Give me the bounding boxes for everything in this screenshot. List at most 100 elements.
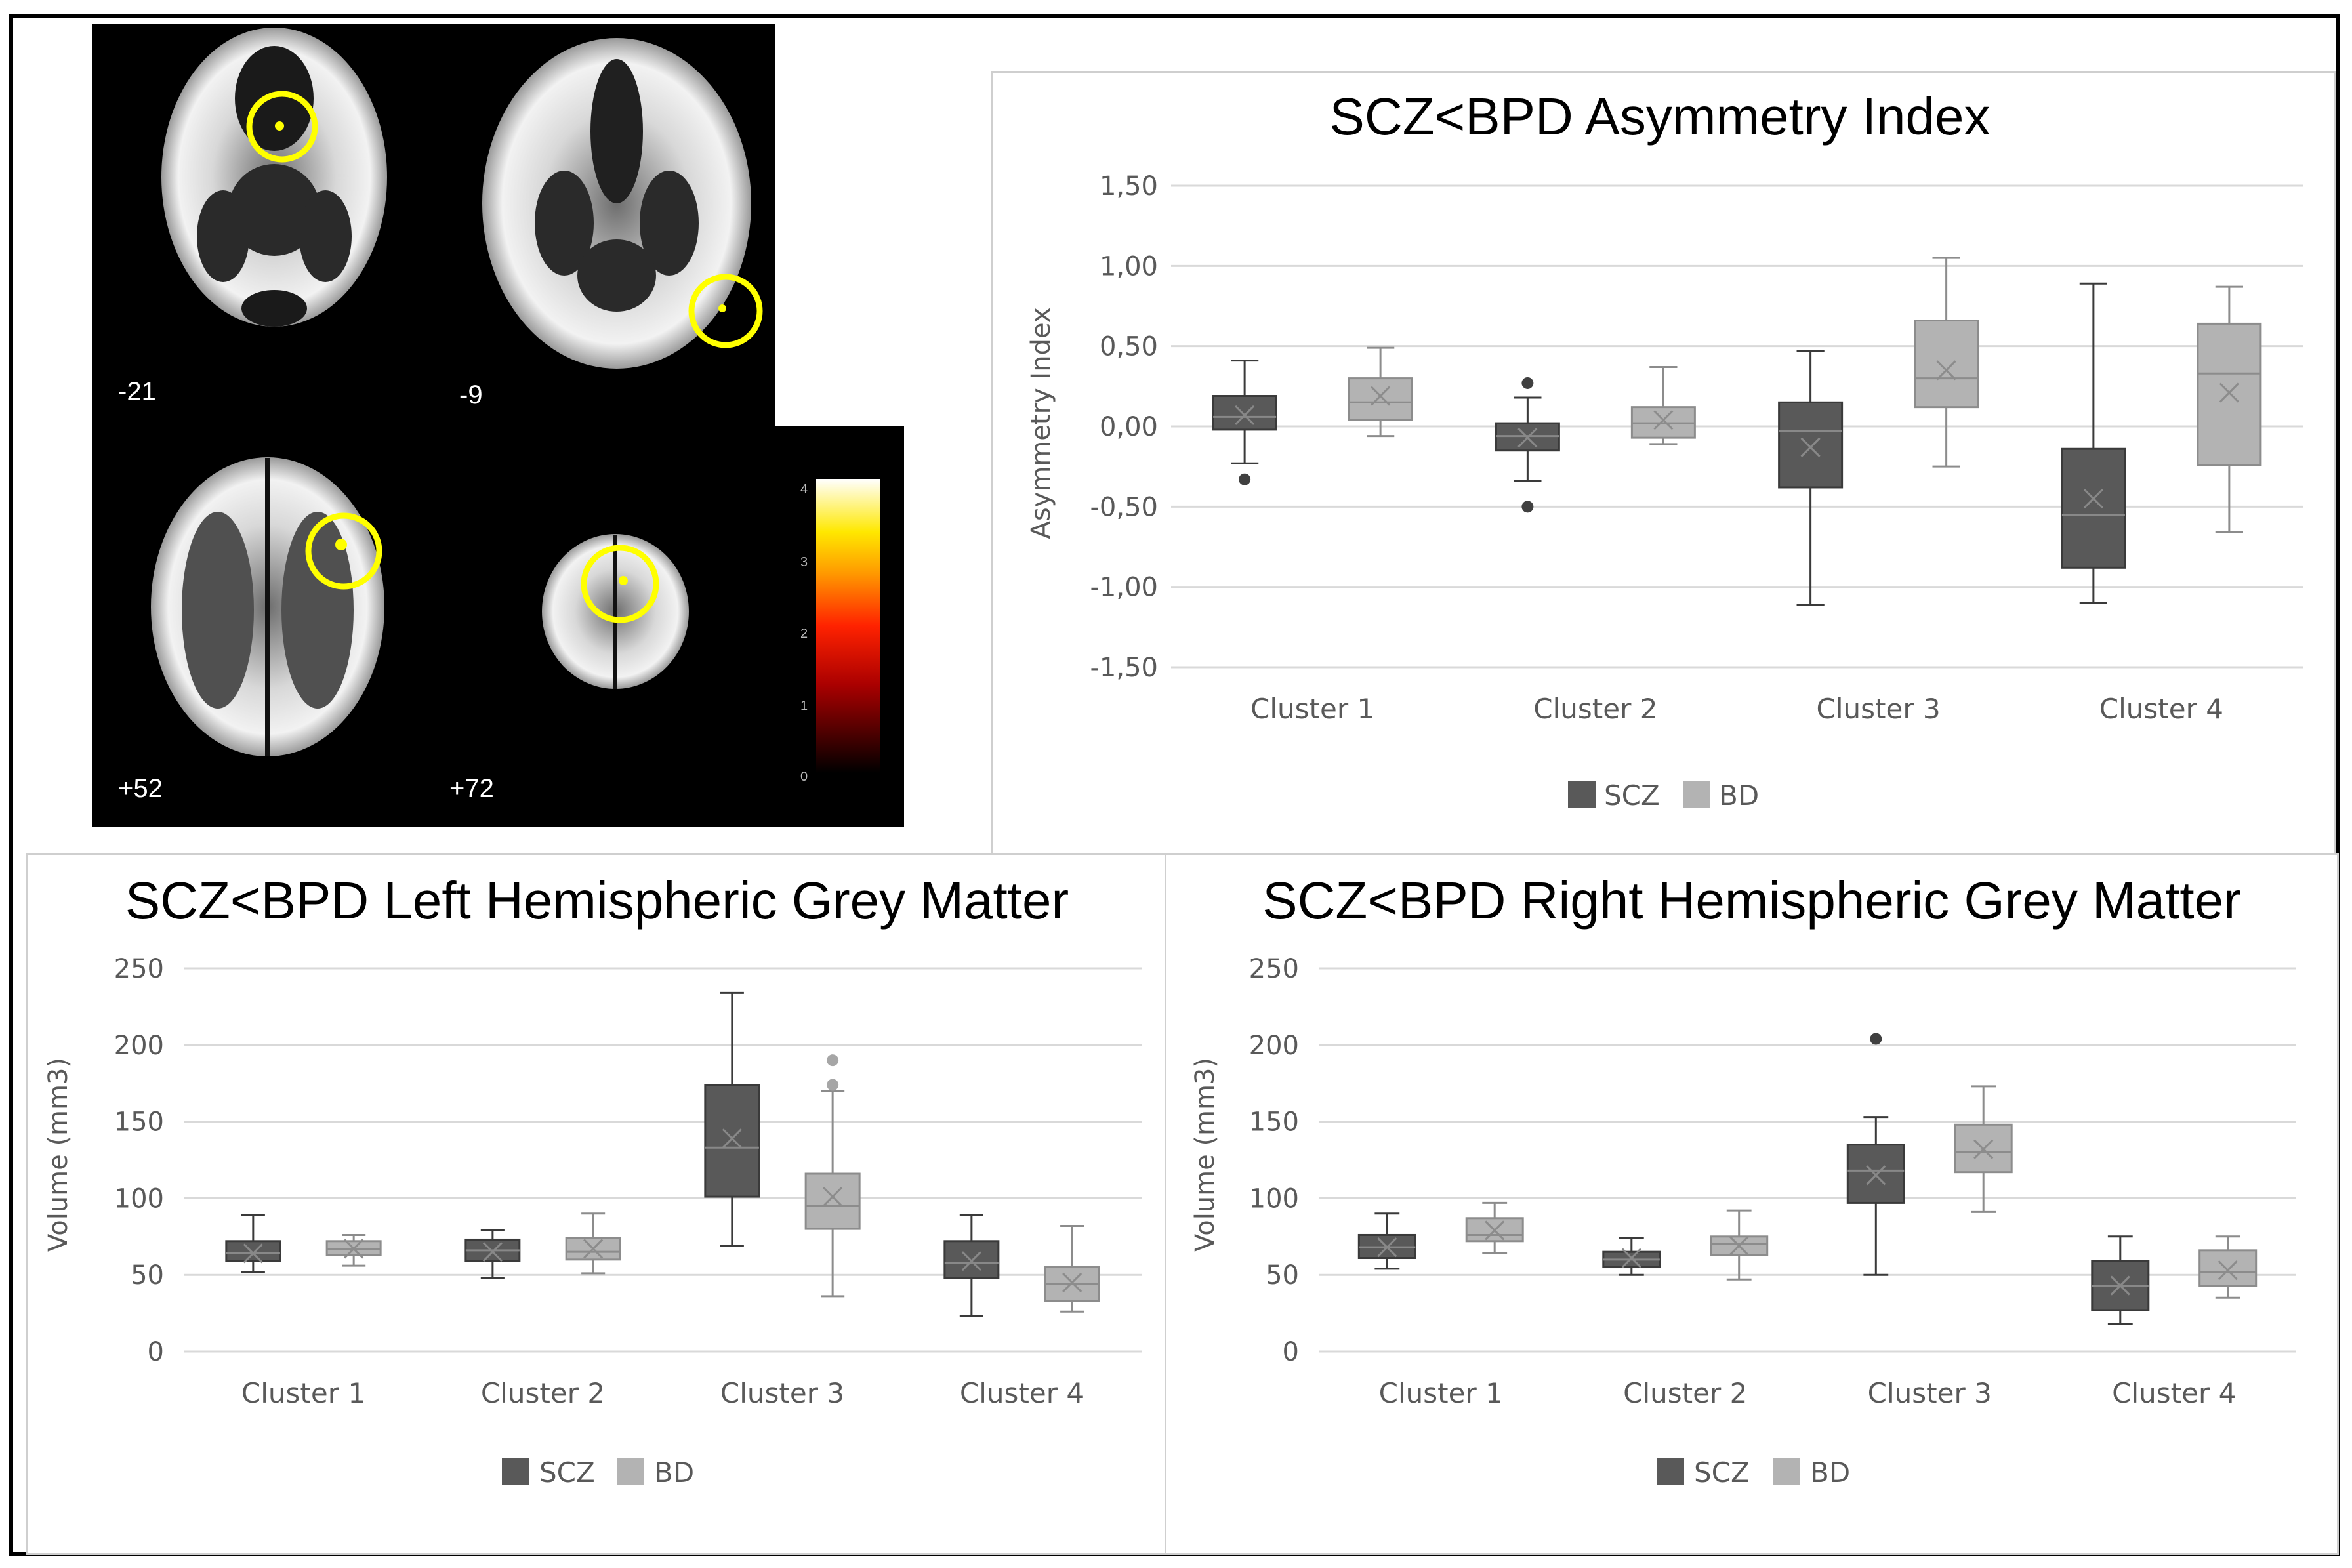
mean-marker (1371, 386, 1391, 406)
scz-box-1 (1357, 1212, 1416, 1270)
y-tick-label: -1,50 (1090, 653, 1159, 683)
x-tick-label: Cluster 2 (1623, 1377, 1747, 1409)
scz-box-3 (1778, 350, 1844, 606)
outlier-point (1239, 473, 1251, 485)
y-tick-label: 0 (148, 1337, 164, 1367)
box-iqr (1212, 395, 1277, 431)
box-iqr (2061, 447, 2126, 569)
mean-marker (1653, 410, 1674, 430)
brain-slices-panel: -21 -9 +52 +72 4 3 2 1 0 (92, 24, 904, 827)
y-tick-label: 100 (1249, 1184, 1299, 1214)
scz-box-4 (2091, 1235, 2150, 1325)
left-grey-matter-chart: SCZ<BPD Left Hemispheric Grey Matter Vol… (43, 871, 1142, 1489)
chart-title: SCZ<BPD Right Hemispheric Grey Matter (1262, 871, 2241, 930)
mean-marker (1729, 1235, 1749, 1256)
left-gm-panel (26, 853, 1181, 1555)
slice-label: -21 (118, 377, 156, 406)
bd-box-1 (1465, 1201, 1524, 1254)
highlight-circle (688, 274, 763, 348)
colorbar-tick: 3 (800, 555, 808, 569)
scz-box-4 (943, 1214, 1000, 1317)
scz-box-2 (1495, 377, 1560, 513)
colorbar: 4 3 2 1 0 (800, 479, 880, 784)
legend-swatch-scz (502, 1458, 529, 1485)
mean-marker (482, 1242, 503, 1262)
box-iqr (2198, 1249, 2258, 1287)
bd-box-3 (1954, 1085, 2013, 1213)
x-tick-label: Cluster 2 (1533, 693, 1657, 725)
brain-slice-plus72 (542, 534, 689, 689)
mean-marker (722, 1128, 742, 1149)
mean-marker (1800, 437, 1821, 457)
legend-label-scz: SCZ (539, 1456, 595, 1489)
legend-swatch-bd (1683, 781, 1710, 808)
legend-label-scz: SCZ (1694, 1456, 1750, 1489)
mean-marker (1517, 428, 1538, 448)
colorbar-tick: 4 (800, 482, 808, 497)
brain-slice-minus9 (482, 38, 763, 369)
mean-marker (1062, 1272, 1083, 1292)
y-tick-label: 150 (1249, 1107, 1299, 1138)
mean-marker (2110, 1275, 2130, 1296)
right-grey-matter-chart: SCZ<BPD Right Hemispheric Grey Matter Vo… (1190, 871, 2296, 1489)
box-iqr (943, 1240, 1000, 1279)
y-axis-label: Asymmetry Index (1026, 307, 1056, 539)
mean-marker (1621, 1248, 1641, 1268)
box-iqr (2197, 322, 2262, 466)
y-axis-label: Volume (mm3) (43, 1058, 73, 1252)
mean-marker (1235, 405, 1255, 425)
mean-marker (583, 1239, 604, 1259)
legend-swatch-scz (1657, 1458, 1684, 1485)
legend-swatch-bd (617, 1458, 644, 1485)
chart-title: SCZ<BPD Asymmetry Index (1330, 87, 1991, 146)
figure-frame (9, 14, 2340, 1556)
box-iqr (1846, 1144, 1905, 1204)
bd-box-3 (804, 1054, 861, 1298)
asymmetry-index-chart: SCZ<BPD Asymmetry Index Asymmetry Index … (1026, 87, 2303, 812)
slice-label: +72 (449, 774, 494, 803)
box-iqr (1914, 320, 1979, 409)
legend-swatch-scz (1568, 781, 1596, 808)
bd-box-1 (1348, 346, 1413, 438)
x-tick-label: Cluster 1 (241, 1377, 365, 1409)
x-tick-label: Cluster 3 (720, 1377, 844, 1409)
scz-box-1 (1212, 360, 1277, 485)
x-tick-label: Cluster 1 (1250, 693, 1374, 725)
y-tick-label: 250 (114, 954, 164, 984)
mean-marker (2219, 382, 2239, 403)
x-tick-label: Cluster 4 (2099, 693, 2223, 725)
y-axis-label: Volume (mm3) (1190, 1058, 1220, 1252)
legend: SCZ BD (1568, 779, 1759, 812)
mean-marker (344, 1239, 364, 1259)
bd-box-2 (1710, 1209, 1769, 1281)
legend-label-bd: BD (654, 1456, 694, 1489)
legend-label-scz: SCZ (1604, 779, 1660, 812)
scz-box-2 (1602, 1237, 1661, 1276)
y-tick-label: -0,50 (1090, 492, 1159, 522)
mean-marker (1485, 1220, 1505, 1241)
y-tick-label: 100 (114, 1184, 164, 1214)
x-tick-label: Cluster 4 (2112, 1377, 2236, 1409)
chart-title: SCZ<BPD Left Hemispheric Grey Matter (125, 871, 1069, 930)
outlier-point (827, 1054, 839, 1067)
box-iqr (704, 1084, 760, 1198)
mean-marker (2083, 489, 2103, 509)
colorbar-tick: 2 (800, 627, 808, 641)
highlight-circle (246, 91, 318, 163)
x-tick-label: Cluster 1 (1379, 1377, 1503, 1409)
scz-box-2 (464, 1229, 521, 1279)
bd-box-2 (565, 1212, 621, 1275)
y-tick-label: 0,00 (1100, 412, 1158, 442)
mean-marker (961, 1251, 981, 1271)
outlier-point (1521, 501, 1534, 513)
y-tick-label: 50 (1266, 1260, 1299, 1290)
bd-box-4 (2198, 1235, 2258, 1299)
y-tick-label: 50 (131, 1260, 164, 1290)
legend-label-bd: BD (1810, 1456, 1850, 1489)
box-iqr (1348, 377, 1413, 421)
brain-slice-plus52 (151, 457, 384, 756)
bd-box-3 (1914, 257, 1979, 468)
y-tick-label: 1,50 (1100, 171, 1158, 201)
legend: SCZ BD (502, 1456, 694, 1489)
y-tick-label: 0 (1283, 1337, 1299, 1367)
